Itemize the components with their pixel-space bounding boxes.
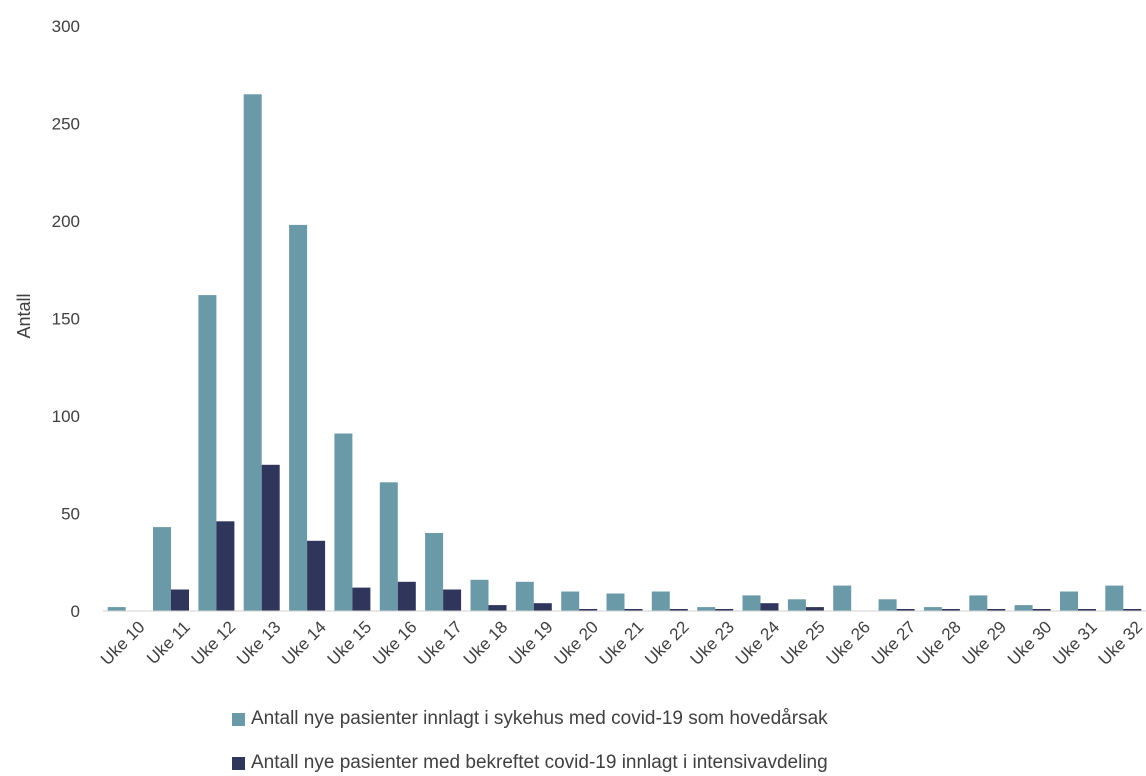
bar-icu [669,609,688,611]
x-tick-label: Uke 23 [686,617,738,669]
x-tick-label: Uke 19 [505,617,557,669]
y-tick-label: 300 [52,17,80,36]
y-tick-label: 50 [61,505,80,524]
y-tick-label: 200 [52,212,80,231]
bar-hospital [1060,591,1078,611]
bar-hospital [107,607,126,611]
x-tick-label: Uke 14 [278,617,330,669]
bar-hospital [742,595,761,611]
bar-hospital [470,579,489,611]
x-tick-label: Uke 16 [369,617,421,669]
legend-label-icu: Antall nye pasienter med bekreftet covid… [251,752,828,773]
bar-icu [1123,609,1142,611]
bar-hospital [923,607,942,611]
bar-icu [715,609,734,611]
bar-icu [941,609,960,611]
x-tick-label: Uke 17 [414,617,466,669]
bar-hospital [425,533,444,611]
x-tick-label: Uke 28 [913,617,965,669]
bar-hospital [1105,585,1124,611]
bar-icu [352,587,371,611]
x-tick-label: Uke 20 [550,617,602,669]
legend-swatch-hospital [232,712,245,726]
x-tick-label: Uke 31 [1049,617,1101,669]
bar-hospital [289,224,308,611]
bar-hospital [787,599,806,611]
bar-icu [579,609,598,611]
legend-swatch-icu [232,756,245,770]
bar-hospital [697,607,716,611]
legend-item-hospital: Antall nye pasienter innlagt i sykehus m… [232,708,828,730]
bar-hospital [198,295,217,611]
x-tick-label: Uke 15 [324,617,376,669]
bar-icu [896,609,915,611]
bar-icu [397,581,416,612]
legend-label-hospital: Antall nye pasienter innlagt i sykehus m… [251,708,828,729]
x-tick-label: Uke 10 [97,617,149,669]
bar-icu [1078,609,1096,611]
legend-item-icu: Antall nye pasienter med bekreftet covid… [232,752,828,774]
bar-hospital [379,482,398,611]
bar-icu [307,540,326,611]
x-tick-label: Uke 21 [596,617,648,669]
y-tick-label: 100 [52,407,80,426]
bar-icu [171,589,189,611]
x-tick-label: Uke 32 [1095,617,1146,669]
y-tick-label: 0 [71,602,80,621]
bar-icu [443,589,462,611]
bar-icu [488,605,507,611]
bar-icu [624,609,643,611]
bar-hospital [153,527,171,611]
bar-icu [533,603,552,611]
bar-hospital [515,581,534,612]
x-tick-label: Uke 25 [777,617,829,669]
bar-hospital [1014,605,1033,611]
bars [107,94,1142,612]
bar-icu [261,464,280,612]
bar-icu [987,609,1006,611]
x-tick-label: Uke 27 [868,617,920,669]
x-tick-label: Uke 11 [143,617,194,668]
x-tick-label: Uke 29 [959,617,1011,669]
y-axis-ticks: 0 50 100 150 200 250 300 [52,17,80,621]
bar-hospital [561,591,580,611]
bar-hospital [606,593,625,611]
bar-hospital [969,595,988,611]
bar-hospital [243,94,262,612]
bar-hospital [334,433,353,611]
x-tick-label: Uke 30 [1004,617,1056,669]
bar-icu [760,603,779,611]
x-tick-label: Uke 13 [233,617,285,669]
y-axis-label: Antall [14,293,34,338]
bar-hospital [651,591,670,611]
bar-icu [1032,609,1051,611]
bar-icu [805,607,824,611]
x-tick-label: Uke 26 [822,617,874,669]
y-tick-label: 150 [52,310,80,329]
x-tick-label: Uke 18 [460,617,512,669]
bar-hospital [878,599,897,611]
y-tick-label: 250 [52,115,80,134]
x-tick-label: Uke 12 [188,617,240,669]
bar-hospital [833,585,852,611]
x-tick-label: Uke 22 [641,617,693,669]
x-tick-label: Uke 24 [732,617,784,669]
bar-icu [216,521,235,611]
